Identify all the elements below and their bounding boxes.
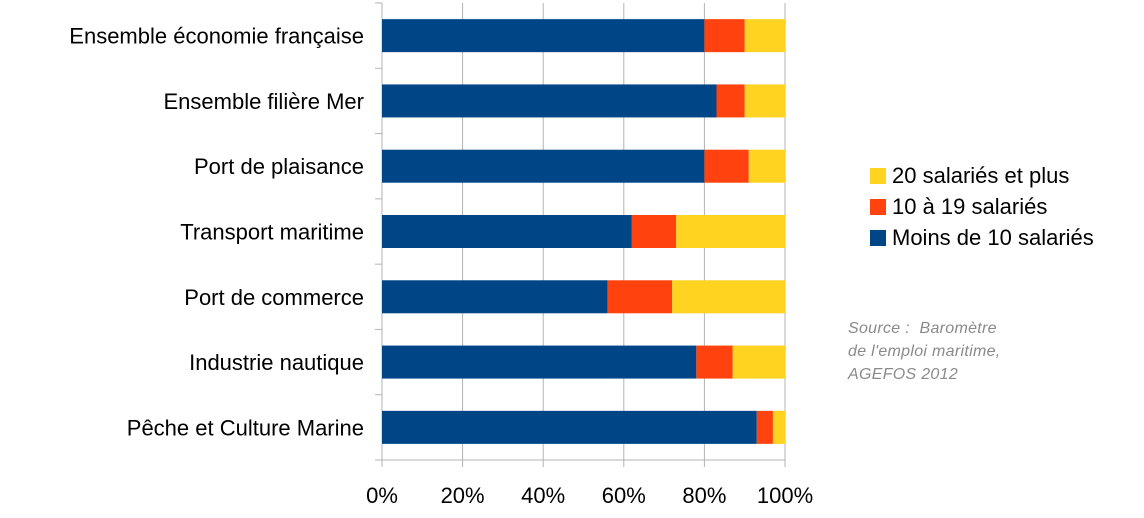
x-tick-label: 60% — [602, 483, 646, 508]
x-tick-label: 20% — [441, 483, 485, 508]
category-label: Transport maritime — [180, 220, 364, 245]
bar-segment — [704, 19, 745, 53]
bar-segment — [631, 215, 677, 248]
bar-segment — [382, 84, 717, 118]
x-tick-label: 80% — [682, 483, 726, 508]
legend-item-20-plus: 20 salariés et plus — [870, 160, 1094, 191]
stacked-bar-chart: Ensemble économie française Ensemble fili… — [69, 2, 813, 508]
category-label: Ensemble filière Mer — [163, 89, 364, 114]
source-line: de l'emploi maritime, — [848, 343, 1001, 360]
x-tick-label: 40% — [521, 483, 565, 508]
bar-segment — [382, 345, 697, 379]
source-line: Source : Baromètre — [848, 320, 997, 337]
chart-legend: 20 salariés et plus 10 à 19 salariés Moi… — [870, 160, 1094, 253]
category-label: Ensemble économie française — [69, 24, 364, 49]
legend-label: Moins de 10 salariés — [892, 224, 1094, 250]
bar-segment — [732, 345, 785, 379]
bar-segment — [676, 215, 785, 248]
bar-segment — [672, 280, 785, 314]
legend-swatch — [870, 229, 886, 246]
category-label: Port de commerce — [184, 285, 364, 310]
legend-swatch — [870, 167, 886, 184]
bar-segment — [607, 280, 673, 314]
bar-segment — [382, 280, 608, 314]
bar-segment — [382, 410, 757, 444]
bar-segment — [756, 410, 773, 444]
source-note: Source : Baromètre de l'emploi maritime,… — [848, 317, 1108, 386]
legend-item-under-10: Moins de 10 salariés — [870, 222, 1094, 253]
bar-segment — [382, 149, 705, 183]
bar-segment — [744, 84, 785, 118]
x-tick-label: 0% — [366, 483, 398, 508]
category-label: Pêche et Culture Marine — [127, 415, 364, 440]
legend-label: 10 à 19 salariés — [892, 193, 1048, 219]
bar-segment — [716, 84, 745, 118]
bar-segment — [704, 149, 749, 183]
category-label: Industrie nautique — [189, 350, 364, 375]
legend-item-10-19: 10 à 19 salariés — [870, 191, 1094, 222]
bar-segment — [382, 215, 632, 248]
x-tick-label: 100% — [757, 483, 813, 508]
bar-segment — [748, 149, 785, 183]
category-label: Port de plaisance — [194, 154, 364, 179]
legend-label: 20 salariés et plus — [892, 162, 1070, 188]
legend-swatch — [870, 198, 886, 215]
bar-segment — [772, 410, 785, 444]
bar-segment — [744, 19, 785, 53]
bar-segment — [382, 19, 705, 53]
bar-segment — [696, 345, 733, 379]
source-line: AGEFOS 2012 — [848, 366, 959, 383]
